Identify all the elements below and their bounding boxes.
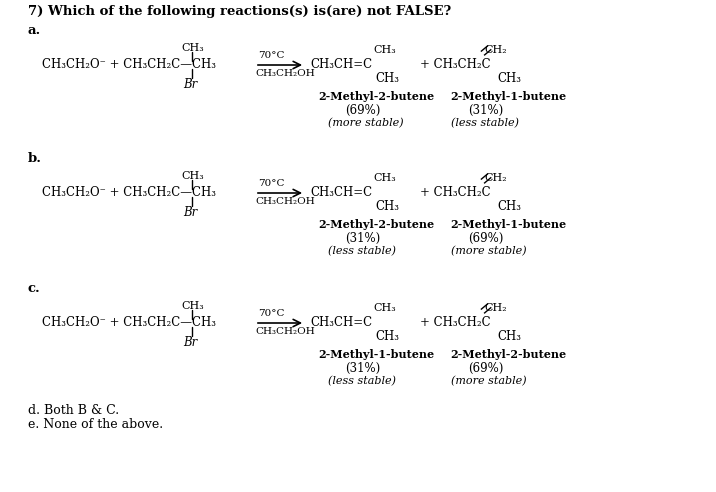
- Text: + CH₃CH₂C: + CH₃CH₂C: [420, 59, 490, 71]
- Text: + CH₃CH₂C: + CH₃CH₂C: [420, 186, 490, 199]
- Text: (31%): (31%): [345, 232, 380, 245]
- Text: (more stable): (more stable): [328, 118, 404, 128]
- Text: (more stable): (more stable): [451, 246, 527, 256]
- Text: CH₂: CH₂: [484, 45, 507, 55]
- Text: CH₃: CH₃: [497, 72, 521, 86]
- Text: CH₂: CH₂: [484, 303, 507, 313]
- Text: + CH₃CH₂C: + CH₃CH₂C: [420, 316, 490, 330]
- Text: 70°C: 70°C: [258, 52, 284, 61]
- Text: Br: Br: [183, 337, 197, 349]
- Text: CH₃: CH₃: [373, 173, 396, 183]
- Text: CH₃: CH₃: [375, 201, 399, 214]
- Text: 2-Methyl-1-butene: 2-Methyl-1-butene: [318, 349, 434, 361]
- Text: CH₃CH₂O⁻ + CH₃CH₂C—CH₃: CH₃CH₂O⁻ + CH₃CH₂C—CH₃: [42, 316, 216, 330]
- Text: b.: b.: [28, 152, 42, 164]
- Text: CH₃CH₂O⁻ + CH₃CH₂C—CH₃: CH₃CH₂O⁻ + CH₃CH₂C—CH₃: [42, 59, 216, 71]
- Text: CH₃CH₂OH: CH₃CH₂OH: [255, 196, 315, 206]
- Text: (less stable): (less stable): [328, 376, 396, 386]
- Text: 70°C: 70°C: [258, 180, 284, 188]
- Text: (69%): (69%): [345, 103, 380, 117]
- Text: Br: Br: [183, 207, 197, 219]
- Text: (69%): (69%): [468, 362, 503, 374]
- Text: CH₃: CH₃: [375, 331, 399, 343]
- Text: CH₃: CH₃: [497, 331, 521, 343]
- Text: CH₃CH=C: CH₃CH=C: [310, 316, 372, 330]
- Text: CH₃CH₂OH: CH₃CH₂OH: [255, 327, 315, 336]
- Text: 7) Which of the following reactions(s) is(are) not FALSE?: 7) Which of the following reactions(s) i…: [28, 5, 451, 19]
- Text: CH₃: CH₃: [497, 201, 521, 214]
- Text: CH₃: CH₃: [181, 171, 204, 181]
- Text: CH₃: CH₃: [373, 303, 396, 313]
- Text: (69%): (69%): [468, 232, 503, 245]
- Text: 2-Methyl-1-butene: 2-Methyl-1-butene: [450, 92, 566, 102]
- Text: 2-Methyl-2-butene: 2-Methyl-2-butene: [450, 349, 566, 361]
- Text: a.: a.: [28, 24, 42, 36]
- Text: CH₃: CH₃: [181, 301, 204, 311]
- Text: (less stable): (less stable): [451, 118, 519, 128]
- Text: 2-Methyl-2-butene: 2-Methyl-2-butene: [318, 92, 434, 102]
- Text: CH₃CH₂O⁻ + CH₃CH₂C—CH₃: CH₃CH₂O⁻ + CH₃CH₂C—CH₃: [42, 186, 216, 199]
- Text: CH₃CH=C: CH₃CH=C: [310, 186, 372, 199]
- Text: d. Both B & C.: d. Both B & C.: [28, 404, 119, 418]
- Text: 2-Methyl-1-butene: 2-Methyl-1-butene: [450, 219, 566, 230]
- Text: (more stable): (more stable): [451, 376, 527, 386]
- Text: CH₃: CH₃: [375, 72, 399, 86]
- Text: (less stable): (less stable): [328, 246, 396, 256]
- Text: (31%): (31%): [468, 103, 503, 117]
- Text: e. None of the above.: e. None of the above.: [28, 419, 163, 431]
- Text: CH₃CH=C: CH₃CH=C: [310, 59, 372, 71]
- Text: CH₃CH₂OH: CH₃CH₂OH: [255, 68, 315, 78]
- Text: CH₂: CH₂: [484, 173, 507, 183]
- Text: (31%): (31%): [345, 362, 380, 374]
- Text: CH₃: CH₃: [181, 43, 204, 53]
- Text: CH₃: CH₃: [373, 45, 396, 55]
- Text: c.: c.: [28, 281, 41, 295]
- Text: 70°C: 70°C: [258, 309, 284, 318]
- Text: 2-Methyl-2-butene: 2-Methyl-2-butene: [318, 219, 434, 230]
- Text: Br: Br: [183, 79, 197, 92]
